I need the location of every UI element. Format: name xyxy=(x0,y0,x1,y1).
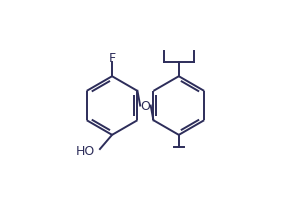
Text: HO: HO xyxy=(76,144,95,157)
Text: O: O xyxy=(141,100,150,112)
Text: F: F xyxy=(108,52,116,65)
